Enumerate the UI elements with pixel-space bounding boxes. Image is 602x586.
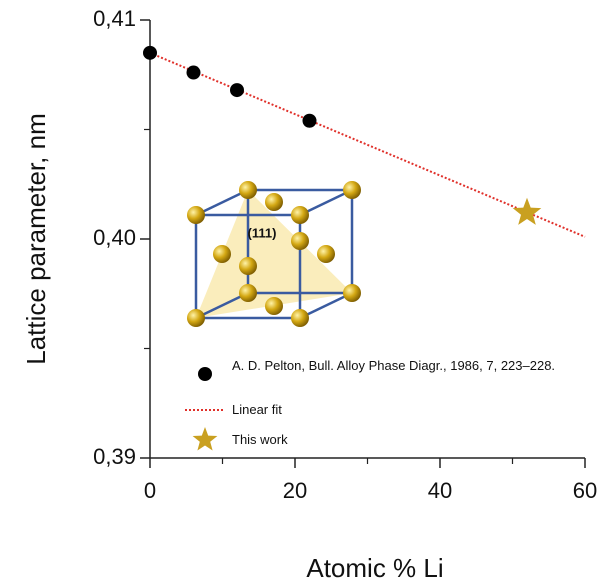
plane-label: (111) xyxy=(248,225,277,240)
x-tick-label: 60 xyxy=(573,478,597,503)
legend-label: Linear fit xyxy=(232,402,282,417)
x-tick-label: 20 xyxy=(283,478,307,503)
legend-label: This work xyxy=(232,432,288,447)
x-tick-label: 40 xyxy=(428,478,452,503)
y-tick-label: 0,39 xyxy=(93,444,136,469)
x-axis-label: Atomic % Li xyxy=(306,553,443,583)
star-point xyxy=(512,197,542,225)
data-point xyxy=(230,83,244,98)
fit-line xyxy=(149,51,586,238)
x-tick-label: 0 xyxy=(144,478,156,503)
legend-label: A. D. Pelton, Bull. Alloy Phase Diagr., … xyxy=(232,358,556,373)
y-tick-label: 0,40 xyxy=(93,225,136,250)
data-point xyxy=(143,45,157,60)
data-point xyxy=(302,113,317,128)
y-axis-label: Lattice parameter, nm xyxy=(21,113,51,364)
legend-marker xyxy=(192,427,218,451)
legend-marker xyxy=(198,367,212,381)
data-point xyxy=(186,65,201,80)
y-tick-label: 0,41 xyxy=(93,6,136,31)
fcc-cell-inset: (111) xyxy=(187,181,361,327)
